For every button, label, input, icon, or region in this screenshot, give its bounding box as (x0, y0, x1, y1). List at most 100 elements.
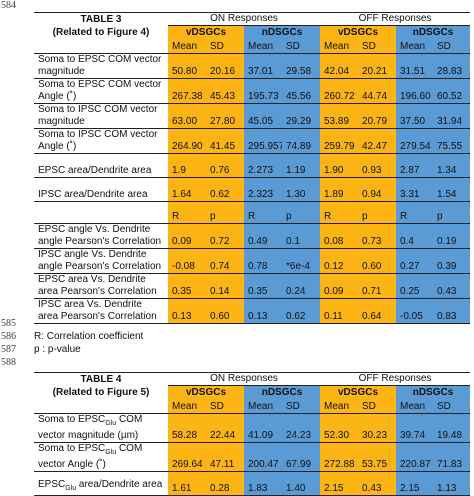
table-cell: 52.30 (320, 413, 358, 443)
group-header: vDSGCs (168, 385, 244, 399)
table-cell: 31.94 (433, 103, 470, 129)
table-cell: 0.62 (282, 298, 320, 324)
corr-label: R (244, 201, 282, 224)
row-label-text: COM vector magnitude (µm) (38, 414, 143, 441)
corr-label: p (433, 201, 470, 224)
table-subtitle: (Related to Figure 4) (52, 26, 150, 38)
row-label-text: COM vector Angle (˚) (38, 443, 143, 470)
table-cell: 259.79 (320, 128, 358, 154)
corr-label: R (168, 201, 206, 224)
table-cell: 1.9 (168, 153, 206, 178)
group-header: nDSGCs (396, 385, 470, 399)
line-number: 587 (1, 344, 16, 355)
table-cell: 1.61 (168, 471, 206, 496)
table-row: Soma to IPSC COM vector Angle (˚) 264.90 4… (34, 128, 470, 154)
table-cell: 220.87 (396, 442, 433, 472)
table-row: IPSC area/Dendrite area 1.64 0.62 2.323 1.30… (34, 177, 470, 202)
stat-label: SD (282, 38, 320, 54)
corr-label: R (320, 201, 358, 224)
table-cell: 2.323 (244, 177, 282, 202)
table-cell: 74.89 (282, 128, 320, 154)
row-label: Soma to EPSC COM vector Angle (˚) (34, 78, 168, 104)
note-line: R: Correlation coefficient (34, 331, 144, 342)
table-cell: 24.23 (282, 413, 320, 443)
table-row: EPSC area Vs. Dendrite area Pearson's Co… (34, 273, 470, 299)
table-row: EPSC area/Dendrite area 1.9 0.76 2.273 1.19 1… (34, 153, 470, 178)
line-number: 584 (1, 0, 16, 11)
table-cell: 20.16 (206, 53, 244, 79)
corr-label: p (358, 201, 396, 224)
table-cell: 2.15 (320, 471, 358, 496)
table-cell: 45.43 (206, 78, 244, 104)
table-row: EPSC angle Vs. Dendrite angle Pearson's … (34, 223, 470, 249)
table-cell: 42.04 (320, 53, 358, 79)
table-cell: 53.89 (320, 103, 358, 129)
table-cell: 30.23 (358, 413, 396, 443)
table-cell: 1.13 (433, 471, 470, 496)
table-cell: 295.957 (244, 128, 282, 154)
table-cell: 0.12 (320, 248, 358, 274)
table-cell: 47.11 (206, 442, 244, 472)
group-header: nDSGCs (244, 385, 320, 399)
table-cell: 0.60 (206, 298, 244, 324)
table-cell: 0.72 (206, 223, 244, 249)
table-cell: 22.44 (206, 413, 244, 443)
table-cell: 31.51 (396, 53, 433, 79)
table-cell: 0.39 (433, 248, 470, 274)
table-cell: 0.35 (168, 273, 206, 299)
table-cell: 45.56 (282, 78, 320, 104)
table-cell: 2.273 (244, 153, 282, 178)
table-cell: 0.28 (206, 471, 244, 496)
table-cell: 2.15 (396, 471, 433, 496)
row-label-subscript: Glu (105, 449, 117, 456)
table-row: Soma to EPSC COM vector Angle (˚) 267.38 4… (34, 78, 470, 104)
table-cell: 0.60 (358, 248, 396, 274)
row-label-subscript: Glu (65, 485, 77, 492)
table-cell: 71.83 (433, 442, 470, 472)
stat-label: Mean (320, 398, 358, 414)
stat-label: SD (358, 398, 396, 414)
corr-label: p (206, 201, 244, 224)
stat-label: Mean (244, 38, 282, 54)
group-header: vDSGCs (320, 25, 396, 39)
table-cell: 1.34 (433, 153, 470, 178)
table-cell: 0.09 (320, 273, 358, 299)
table-cell: 260.72 (320, 78, 358, 104)
table-cell: 50.80 (168, 53, 206, 79)
table-cell: 0.83 (433, 298, 470, 324)
row-label: IPSC angle Vs. Dendrite angle Pearson's … (34, 248, 168, 274)
table-cell: 0.78 (244, 248, 282, 274)
table-cell: 0.94 (358, 177, 396, 202)
line-number: 585 (1, 318, 16, 329)
table-cell: 1.40 (282, 471, 320, 496)
stat-label: SD (358, 38, 396, 54)
table-cell: 0.09 (168, 223, 206, 249)
table-subtitle: (Related to Figure 5) (52, 386, 150, 398)
table-row: Soma to EPSC COM vector magnitude 50.80 20… (34, 53, 470, 79)
row-label: Soma to EPSCGlu COM vector Angle (˚) (34, 442, 168, 472)
off-responses-header: OFF Responses (320, 372, 470, 386)
row-label: EPSC angle Vs. Dendrite angle Pearson's … (34, 223, 168, 249)
row-label: Soma to EPSC COM vector magnitude (34, 53, 168, 79)
table-cell: 1.30 (282, 177, 320, 202)
table-cell: 1.64 (168, 177, 206, 202)
stat-label: SD (282, 398, 320, 414)
table-cell: 0.71 (358, 273, 396, 299)
table-cell: 37.01 (244, 53, 282, 79)
stat-label: SD (206, 38, 244, 54)
table-title: TABLE 3 (34, 12, 168, 26)
table-cell: 0.11 (320, 298, 358, 324)
table-cell: 0.19 (433, 223, 470, 249)
stat-label: SD (433, 398, 470, 414)
table-cell: 67.99 (282, 442, 320, 472)
table-cell: 272.88 (320, 442, 358, 472)
table-cell: 0.64 (358, 298, 396, 324)
row-label-text: Soma to EPSC (38, 443, 106, 454)
table-cell: 0.08 (320, 223, 358, 249)
table-cell: 279.54 (396, 128, 433, 154)
notes: R: Correlation coefficient p : p-value (34, 330, 143, 356)
table-cell: 0.14 (206, 273, 244, 299)
row-label: IPSC area/Dendrite area (34, 177, 168, 202)
on-responses-header: ON Responses (168, 372, 320, 386)
table-cell: 0.43 (358, 471, 396, 496)
